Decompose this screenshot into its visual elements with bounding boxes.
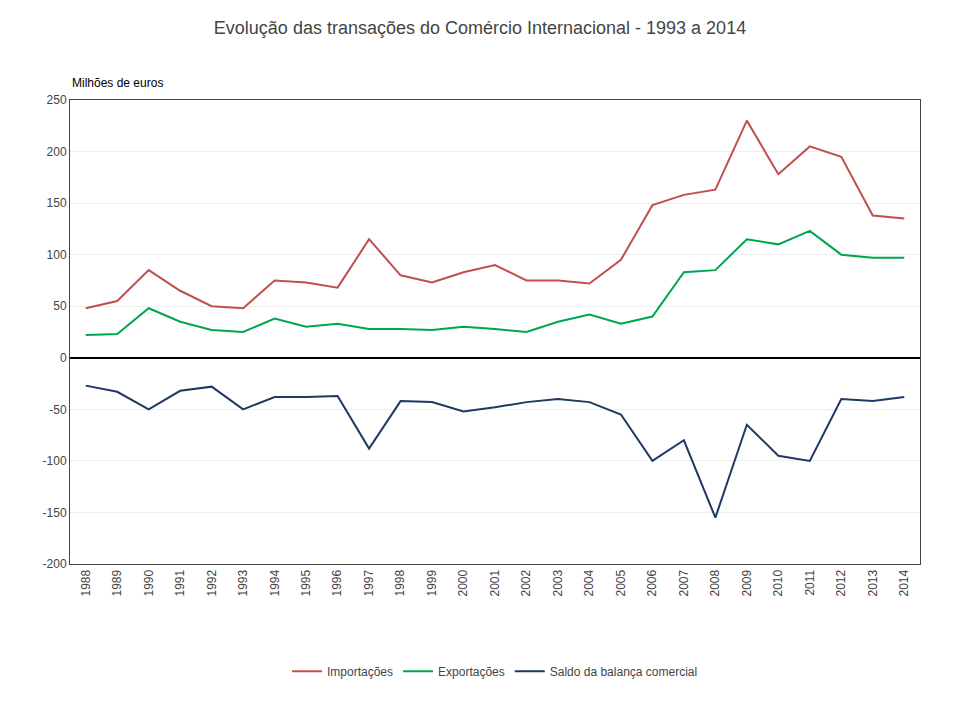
- svg-text:1994: 1994: [268, 569, 282, 596]
- svg-text:2012: 2012: [834, 569, 848, 596]
- svg-text:1997: 1997: [362, 569, 376, 596]
- svg-text:2002: 2002: [519, 569, 533, 596]
- svg-text:2001: 2001: [488, 569, 502, 596]
- svg-text:2011: 2011: [803, 569, 817, 595]
- svg-text:2014: 2014: [897, 569, 911, 596]
- svg-text:150: 150: [47, 196, 67, 210]
- svg-text:-200: -200: [43, 557, 67, 571]
- svg-text:1990: 1990: [142, 569, 156, 596]
- svg-text:2003: 2003: [551, 569, 565, 596]
- svg-text:Exportações: Exportações: [438, 665, 505, 679]
- svg-text:1996: 1996: [330, 569, 344, 596]
- svg-text:-150: -150: [43, 506, 67, 520]
- svg-text:1988: 1988: [79, 569, 93, 596]
- svg-text:2008: 2008: [708, 569, 722, 596]
- svg-text:250: 250: [47, 93, 67, 107]
- svg-text:2013: 2013: [866, 569, 880, 596]
- svg-text:1999: 1999: [425, 569, 439, 596]
- svg-text:100: 100: [47, 248, 67, 262]
- svg-text:-100: -100: [43, 454, 67, 468]
- svg-text:-50: -50: [49, 403, 67, 417]
- svg-text:1989: 1989: [110, 569, 124, 596]
- svg-text:1993: 1993: [236, 569, 250, 596]
- svg-text:0: 0: [60, 351, 67, 365]
- svg-text:2006: 2006: [645, 569, 659, 596]
- svg-text:1991: 1991: [173, 569, 187, 596]
- svg-text:1995: 1995: [299, 569, 313, 596]
- svg-text:Importações: Importações: [327, 665, 393, 679]
- svg-text:2009: 2009: [740, 569, 754, 596]
- svg-text:2010: 2010: [771, 569, 785, 596]
- svg-text:2005: 2005: [614, 569, 628, 596]
- svg-text:2000: 2000: [456, 569, 470, 596]
- svg-text:50: 50: [53, 299, 67, 313]
- svg-text:Evolução das transações do Com: Evolução das transações do Comércio Inte…: [214, 18, 746, 38]
- svg-text:2007: 2007: [677, 569, 691, 596]
- svg-text:1998: 1998: [393, 569, 407, 596]
- svg-text:2004: 2004: [582, 569, 596, 596]
- svg-text:Milhões de euros: Milhões de euros: [72, 76, 163, 90]
- svg-text:200: 200: [47, 145, 67, 159]
- svg-text:Saldo da balança comercial: Saldo da balança comercial: [550, 665, 697, 679]
- svg-text:1992: 1992: [205, 569, 219, 596]
